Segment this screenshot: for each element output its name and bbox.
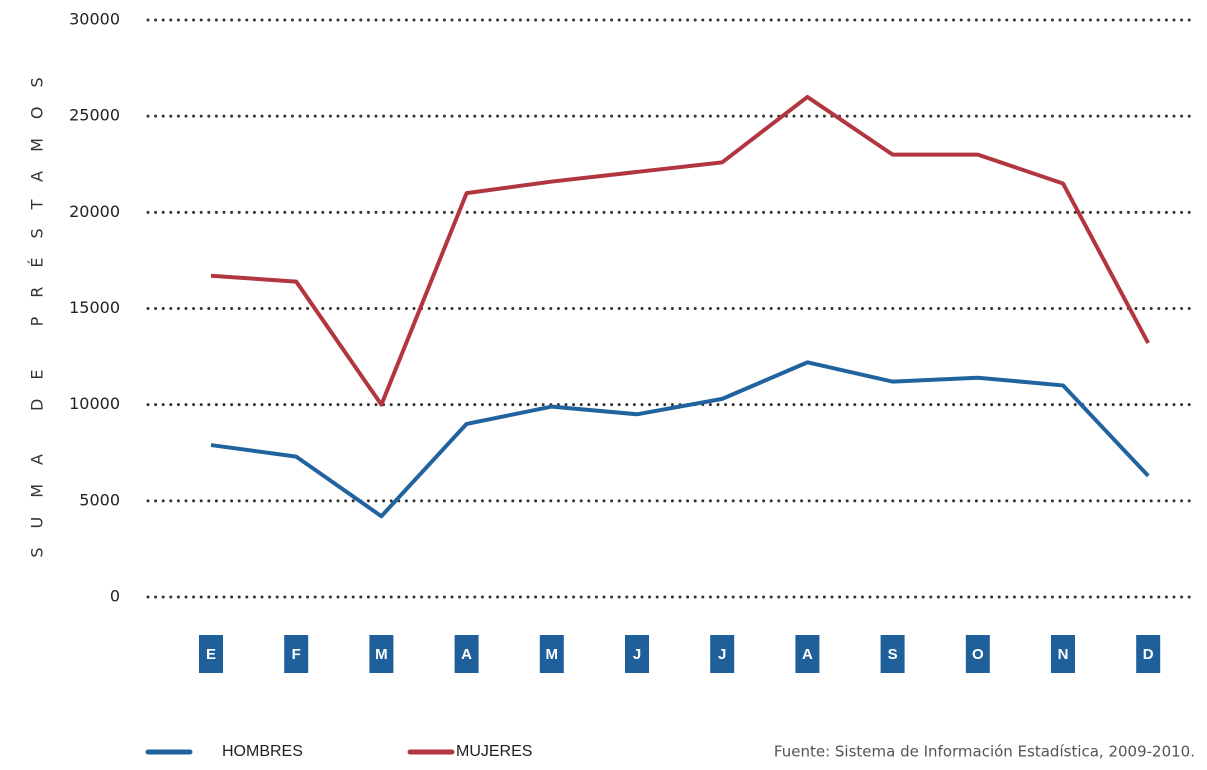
- y-tick-label: 15000: [69, 298, 120, 317]
- x-tick-label: J: [633, 646, 641, 663]
- x-tick-label: O: [972, 646, 984, 663]
- category-box: [625, 635, 649, 673]
- series-line: [210, 360, 1150, 519]
- legend-label: MUJERES: [456, 743, 532, 760]
- category-box: [454, 635, 479, 673]
- x-tick-label: F: [292, 646, 301, 663]
- x-tick-label: E: [206, 646, 216, 663]
- x-tick-label: M: [375, 646, 388, 663]
- x-tick-label: N: [1058, 646, 1069, 663]
- y-tick-label: 20000: [69, 202, 120, 221]
- series-line: [210, 94, 1150, 407]
- x-tick-label: J: [718, 646, 726, 663]
- legend-label: HOMBRES: [222, 743, 303, 760]
- x-tick-label: A: [461, 646, 472, 663]
- y-tick-label: 5000: [79, 490, 120, 509]
- category-box: [369, 635, 394, 673]
- category-box: [1136, 635, 1161, 673]
- y-axis-label: SUMA DE PRÉSTAMOS: [28, 58, 47, 557]
- category-box: [710, 635, 735, 673]
- category-box: [795, 635, 820, 673]
- category-box: [284, 635, 309, 673]
- category-box: [1051, 635, 1075, 673]
- category-box: [880, 635, 905, 673]
- x-tick-label: M: [546, 646, 559, 663]
- source: Fuente: Sistema de Información Estadísti…: [774, 743, 1195, 761]
- y-tick-label: 30000: [69, 10, 120, 29]
- y-tick-label: 0: [110, 587, 120, 606]
- x-tick-label: S: [888, 646, 898, 663]
- y-tick-label: 10000: [69, 394, 120, 413]
- x-tick-label: D: [1143, 646, 1154, 663]
- category-box: [539, 635, 564, 673]
- category-box: [199, 635, 223, 673]
- x-tick-label: A: [802, 646, 813, 663]
- category-box: [965, 635, 990, 673]
- y-tick-label: 25000: [69, 106, 120, 125]
